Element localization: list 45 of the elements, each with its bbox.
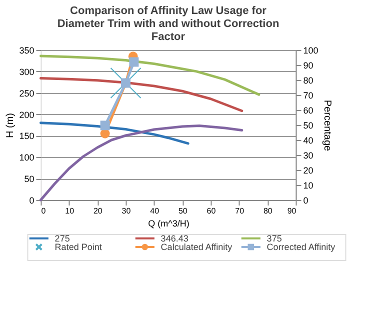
x-tick-label: 90: [287, 206, 297, 216]
y-axis-title: H (m): [5, 113, 16, 138]
y2-tick-label: 20: [303, 166, 314, 176]
y2-tick-label: 100: [303, 46, 318, 56]
legend-label: Rated Point: [54, 242, 102, 252]
y-tick-label: 0: [29, 196, 34, 206]
line-series: [39, 124, 244, 202]
y2-tick-label: 50: [303, 120, 314, 130]
y2-tick-label: 80: [303, 76, 314, 86]
legend-label: Corrected Affinity: [266, 242, 336, 252]
x-tick-label: 70: [235, 206, 245, 216]
y2-tick-label: 30: [303, 150, 314, 160]
legend-label: Calculated Affinity: [160, 242, 233, 252]
y-tick-label: 50: [24, 174, 34, 184]
y-tick-label: 150: [19, 131, 34, 142]
y-tick-label: 300: [19, 66, 34, 77]
y2-axis-title: Percentage: [321, 100, 332, 152]
y2-tick-label: 60: [303, 106, 314, 116]
y-tick-label: 250: [19, 88, 34, 98]
legend-label: 375: [266, 233, 282, 244]
line-series: [39, 54, 260, 96]
x-tick-label: 50: [178, 206, 188, 216]
y-tick-label: 100: [19, 152, 34, 163]
y-tick-label: 200: [19, 110, 34, 120]
y2-tick-label: 0: [303, 196, 308, 206]
x-tick-label: 0: [41, 206, 46, 216]
y2-tick-label: 10: [303, 180, 314, 190]
x-tick-label: 60: [206, 206, 216, 216]
x-tick-label: 20: [93, 206, 103, 216]
x-tick-label: 30: [122, 206, 132, 216]
point: [100, 120, 110, 130]
y2-tick-label: 40: [303, 136, 314, 146]
line-series: [39, 122, 190, 145]
legend-label: 346.43: [160, 233, 188, 244]
y2-tick-label: 90: [303, 60, 314, 70]
y-tick-label: 350: [19, 46, 34, 56]
x-tick-label: 40: [150, 206, 160, 216]
legend-label: 275: [54, 233, 70, 244]
x-tick-label: 10: [65, 206, 75, 216]
x-axis-title: Q (m^3/H): [148, 218, 190, 228]
x-tick-label: 80: [263, 206, 273, 216]
chart-title: Comparison of Affinity Law Usage for Diameter Trim with and without Correction Factor: [57, 5, 280, 43]
point: [100, 128, 110, 138]
y2-tick-label: 70: [303, 90, 314, 100]
point: [129, 57, 139, 67]
